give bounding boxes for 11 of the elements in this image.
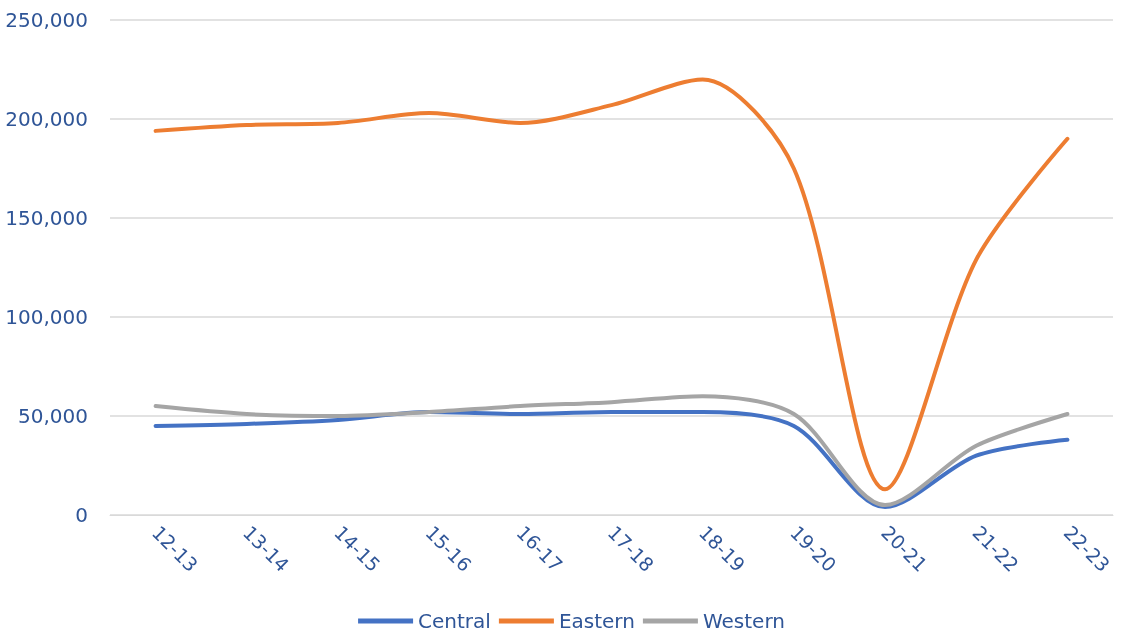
legend-label: Central — [418, 609, 491, 633]
legend-label: Western — [702, 609, 785, 633]
y-tick-label: 0 — [75, 503, 88, 527]
y-tick-label: 200,000 — [5, 107, 88, 131]
line-series — [153, 77, 1070, 492]
y-tick-label: 100,000 — [5, 305, 88, 329]
y-tick-label: 50,000 — [18, 404, 88, 428]
y-tick-label: 250,000 — [5, 8, 88, 32]
legend-label: Eastern — [558, 609, 635, 633]
y-tick-label: 150,000 — [5, 206, 88, 230]
line-series — [153, 394, 1070, 508]
